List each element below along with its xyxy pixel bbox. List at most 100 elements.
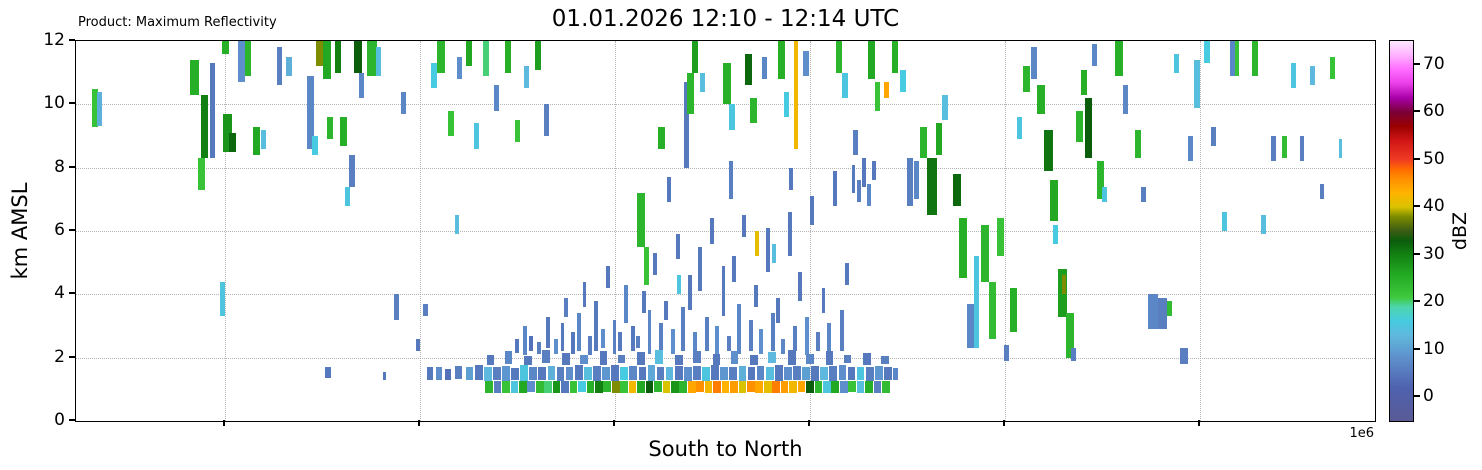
reflectivity-cell [520,364,529,382]
reflectivity-cell [502,365,510,381]
reflectivity-cell [873,381,882,394]
y-tick-mark [69,229,75,231]
reflectivity-cell [1010,288,1017,333]
reflectivity-cell [942,94,948,121]
reflectivity-cell [238,41,245,83]
reflectivity-cell [91,88,99,127]
reflectivity-cell [768,352,777,364]
reflectivity-cell [822,381,831,394]
reflectivity-cell [326,117,334,140]
reflectivity-cell [659,322,664,352]
reflectivity-cell [586,380,595,394]
reflectivity-cell [793,326,797,352]
reflectivity-cell [952,174,961,206]
reflectivity-cell [580,354,588,364]
reflectivity-cell [789,380,797,394]
gridline-horizontal [76,104,1375,106]
reflectivity-cell [693,351,701,364]
reflectivity-cell [437,41,445,73]
colorbar-tick-label: 70 [1423,53,1445,74]
reflectivity-cell [322,41,331,79]
reflectivity-cell [826,322,831,355]
reflectivity-cell [1211,126,1217,146]
reflectivity-cell [704,316,709,352]
reflectivity-cell [742,215,747,238]
reflectivity-cell [658,126,665,149]
reflectivity-cell [683,367,692,381]
gridline-vertical [615,41,617,421]
reflectivity-cell [780,380,789,393]
reflectivity-cell [637,380,645,393]
reflectivity-cell [920,126,927,159]
reflectivity-cell [569,380,578,394]
reflectivity-cell [577,313,582,352]
reflectivity-cell [482,41,490,76]
reflectivity-cell [493,367,501,380]
x-tick-mark [223,420,226,426]
reflectivity-cell [1203,41,1210,64]
reflectivity-cell [1167,300,1173,317]
reflectivity-cell [847,367,856,381]
reflectivity-cell [693,366,701,380]
reflectivity-cell [755,380,764,394]
reflectivity-cell [784,91,790,117]
reflectivity-cell [538,367,547,381]
reflectivity-cell [447,110,454,136]
y-tick-label: 12 [43,30,65,50]
reflectivity-cell [806,380,814,394]
reflectivity-cell [865,367,874,382]
reflectivity-cell [1260,215,1266,235]
reflectivity-cell [570,332,575,355]
reflectivity-cell [1158,297,1168,330]
reflectivity-cell [681,307,686,352]
reflectivity-cell [1102,186,1108,203]
reflectivity-cell [1065,313,1074,358]
reflectivity-cell [198,158,205,190]
reflectivity-cell [865,380,873,393]
reflectivity-cell [1229,41,1236,76]
product-label: Product: Maximum Reflectivity [78,15,277,30]
reflectivity-cell [1234,41,1239,76]
reflectivity-cell [647,365,656,382]
y-tick-mark [69,165,75,168]
reflectivity-cell [602,367,610,380]
reflectivity-cell [746,381,755,393]
colorbar [1389,40,1414,422]
colorbar-tick-mark [1414,205,1420,208]
reflectivity-cell [1281,136,1287,159]
reflectivity-cell [444,368,452,380]
reflectivity-cell [643,246,649,285]
reflectivity-cell [546,316,551,349]
reflectivity-cell [578,381,586,393]
reflectivity-cell [655,349,664,365]
colorbar-label: dBZ [1449,211,1471,251]
reflectivity-cell [1338,139,1343,159]
reflectivity-cell [730,380,738,393]
gridline-horizontal [76,231,1375,232]
reflectivity-cell [872,161,877,181]
reflectivity-cell [599,351,608,365]
reflectivity-cell [635,335,640,349]
reflectivity-cell [670,380,679,393]
reflectivity-cell [190,60,200,95]
reflectivity-cell [698,246,703,292]
reflectivity-cell [1043,129,1053,171]
reflectivity-cell [382,371,387,380]
reflectivity-cell [515,120,521,143]
reflectivity-cell [354,41,362,73]
y-tick-label: 6 [54,220,65,240]
reflectivity-cell [504,351,513,364]
y-tick-mark [69,292,75,295]
reflectivity-cell [709,218,714,244]
reflectivity-cell [748,319,753,352]
reflectivity-cell [556,367,565,382]
reflectivity-cell [825,351,834,365]
reflectivity-cell [722,63,731,105]
reflectivity-cell [845,262,849,285]
reflectivity-cell [874,82,881,111]
reflectivity-cell [973,256,979,349]
x-tick-mark [1197,420,1200,426]
reflectivity-cell [1147,294,1159,330]
reflectivity-cell [435,366,443,381]
reflectivity-cell [200,94,209,159]
